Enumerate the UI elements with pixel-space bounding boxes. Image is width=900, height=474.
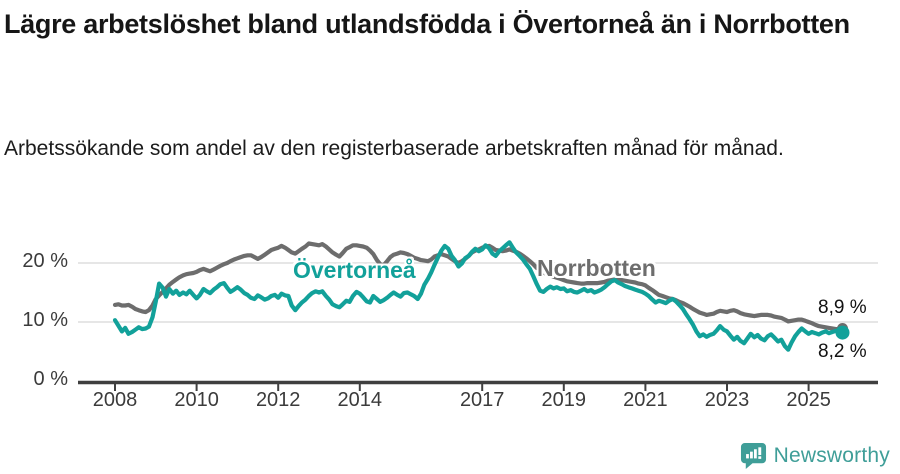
- newsworthy-logo: Newsworthy: [740, 442, 890, 470]
- newsworthy-chart-bubble-icon: [740, 442, 766, 470]
- x-tick-label: 2025: [786, 389, 831, 411]
- x-tick-label: 2008: [92, 389, 138, 411]
- x-tick-label: 2012: [255, 389, 301, 411]
- y-tick-label: 0 %: [33, 368, 68, 390]
- series-label-norrbotten: Norrbotten: [537, 255, 656, 281]
- series-label-overtornea: Övertorneå: [293, 257, 416, 283]
- x-tick-label: 2010: [174, 389, 219, 411]
- y-tick-label: 20 %: [22, 250, 68, 272]
- chart-subtitle: Arbetssökande som andel av den registerb…: [4, 137, 784, 160]
- end-value-norrbotten: 8,9 %: [818, 297, 867, 318]
- newsworthy-wordmark: Newsworthy: [773, 444, 890, 467]
- x-tick-label: 2023: [704, 389, 750, 411]
- x-tick-label: 2021: [623, 389, 668, 411]
- x-tick-label: 2014: [337, 389, 383, 411]
- y-tick-label: 10 %: [22, 309, 68, 331]
- x-tick-label: 2019: [541, 389, 587, 411]
- end-value-overtornea: 8,2 %: [818, 341, 867, 362]
- x-tick-label: 2017: [459, 389, 505, 411]
- chart-title: Lägre arbetslöshet bland utlandsfödda i …: [4, 9, 850, 39]
